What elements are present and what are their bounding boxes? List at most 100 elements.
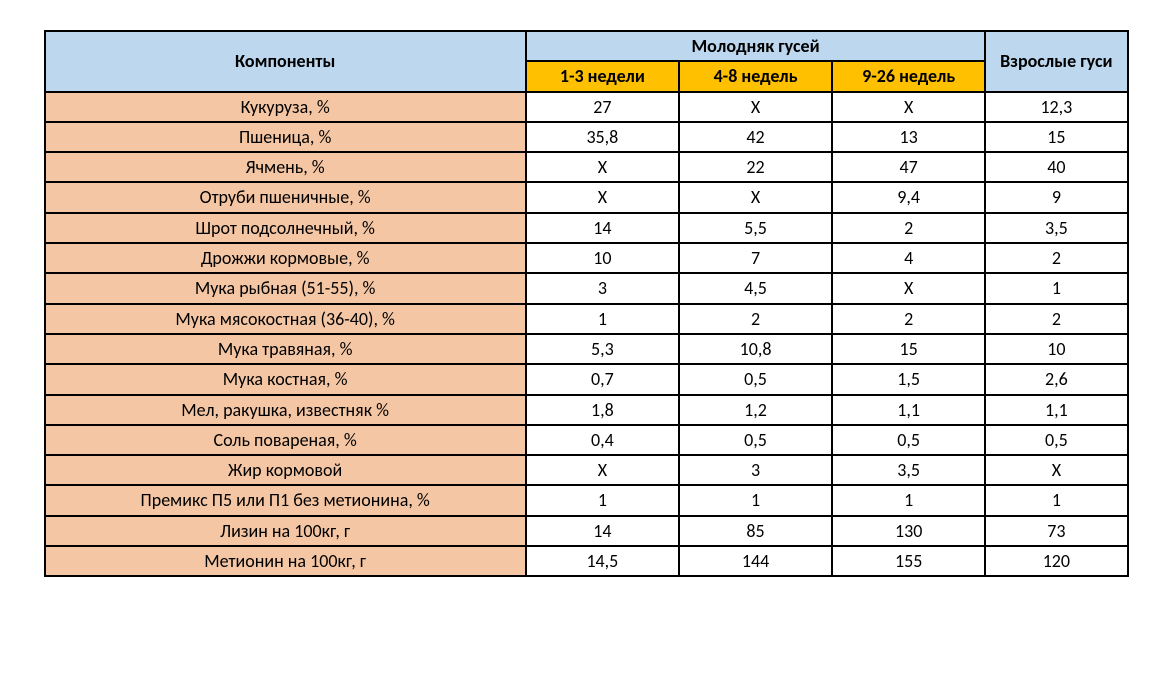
value-cell: Х — [679, 92, 832, 122]
value-cell: Х — [526, 455, 679, 485]
table-row: Ячмень, %Х224740 — [45, 152, 1128, 182]
feed-composition-table: Компоненты Молодняк гусей Взрослые гуси … — [44, 30, 1129, 577]
header-components: Компоненты — [45, 31, 526, 92]
table-row: Мел, ракушка, известняк %1,81,21,11,1 — [45, 395, 1128, 425]
table-body: Кукуруза, %27ХХ12,3Пшеница, %35,8421315Я… — [45, 92, 1128, 577]
value-cell-adult: Х — [985, 455, 1127, 485]
header-age-group-1: 4-8 недель — [679, 61, 832, 91]
value-cell-adult: 120 — [985, 546, 1127, 576]
value-cell: 10,8 — [679, 334, 832, 364]
value-cell: 1,2 — [679, 395, 832, 425]
value-cell: 1 — [832, 485, 985, 515]
table-row: Отруби пшеничные, %ХХ9,49 — [45, 182, 1128, 212]
value-cell-adult: 1 — [985, 485, 1127, 515]
header-adult-geese: Взрослые гуси — [985, 31, 1127, 92]
value-cell: 10 — [526, 243, 679, 273]
component-label: Дрожжи кормовые, % — [45, 243, 526, 273]
table-row: Дрожжи кормовые, %10742 — [45, 243, 1128, 273]
value-cell: 3 — [679, 455, 832, 485]
value-cell: 1,1 — [832, 395, 985, 425]
value-cell-adult: 2 — [985, 304, 1127, 334]
component-label: Отруби пшеничные, % — [45, 182, 526, 212]
component-label: Лизин на 100кг, г — [45, 516, 526, 546]
value-cell: 155 — [832, 546, 985, 576]
component-label: Жир кормовой — [45, 455, 526, 485]
value-cell-adult: 12,3 — [985, 92, 1127, 122]
value-cell: 1 — [526, 485, 679, 515]
value-cell: Х — [832, 273, 985, 303]
table-row: Лизин на 100кг, г148513073 — [45, 516, 1128, 546]
value-cell: 1 — [526, 304, 679, 334]
value-cell: 2 — [832, 213, 985, 243]
value-cell: 0,5 — [679, 425, 832, 455]
value-cell-adult: 3,5 — [985, 213, 1127, 243]
value-cell: 4,5 — [679, 273, 832, 303]
value-cell: 22 — [679, 152, 832, 182]
value-cell: Х — [679, 182, 832, 212]
table-row: Жир кормовойХ33,5Х — [45, 455, 1128, 485]
value-cell: 1,8 — [526, 395, 679, 425]
header-young-geese-group: Молодняк гусей — [526, 31, 985, 61]
table-row: Соль повареная, %0,40,50,50,5 — [45, 425, 1128, 455]
value-cell: 144 — [679, 546, 832, 576]
header-age-group-2: 9-26 недель — [832, 61, 985, 91]
value-cell: 13 — [832, 122, 985, 152]
value-cell: 2 — [832, 304, 985, 334]
value-cell: 9,4 — [832, 182, 985, 212]
table-row: Кукуруза, %27ХХ12,3 — [45, 92, 1128, 122]
table-row: Мука костная, %0,70,51,52,6 — [45, 364, 1128, 394]
value-cell: 1 — [679, 485, 832, 515]
value-cell: 0,4 — [526, 425, 679, 455]
value-cell-adult: 2 — [985, 243, 1127, 273]
value-cell: 7 — [679, 243, 832, 273]
value-cell: 0,7 — [526, 364, 679, 394]
value-cell-adult: 10 — [985, 334, 1127, 364]
table-row: Мука рыбная (51-55), %34,5Х1 — [45, 273, 1128, 303]
value-cell: 14,5 — [526, 546, 679, 576]
component-label: Ячмень, % — [45, 152, 526, 182]
value-cell-adult: 73 — [985, 516, 1127, 546]
component-label: Мука костная, % — [45, 364, 526, 394]
table-row: Мука травяная, %5,310,81510 — [45, 334, 1128, 364]
component-label: Кукуруза, % — [45, 92, 526, 122]
value-cell: 1,5 — [832, 364, 985, 394]
value-cell-adult: 0,5 — [985, 425, 1127, 455]
value-cell: 14 — [526, 516, 679, 546]
value-cell: 27 — [526, 92, 679, 122]
component-label: Мука травяная, % — [45, 334, 526, 364]
value-cell: 42 — [679, 122, 832, 152]
value-cell-adult: 2,6 — [985, 364, 1127, 394]
table-row: Шрот подсолнечный, %145,523,5 — [45, 213, 1128, 243]
component-label: Мел, ракушка, известняк % — [45, 395, 526, 425]
component-label: Премикс П5 или П1 без метионина, % — [45, 485, 526, 515]
value-cell: 2 — [679, 304, 832, 334]
table-row: Мука мясокостная (36-40), %1222 — [45, 304, 1128, 334]
component-label: Соль повареная, % — [45, 425, 526, 455]
value-cell: 35,8 — [526, 122, 679, 152]
value-cell: 3,5 — [832, 455, 985, 485]
value-cell: 14 — [526, 213, 679, 243]
value-cell-adult: 1,1 — [985, 395, 1127, 425]
table-row: Пшеница, %35,8421315 — [45, 122, 1128, 152]
value-cell: 3 — [526, 273, 679, 303]
value-cell: 130 — [832, 516, 985, 546]
value-cell: 85 — [679, 516, 832, 546]
table-row: Премикс П5 или П1 без метионина, %1111 — [45, 485, 1128, 515]
value-cell: 0,5 — [832, 425, 985, 455]
value-cell: 4 — [832, 243, 985, 273]
value-cell: Х — [526, 182, 679, 212]
header-age-group-0: 1-3 недели — [526, 61, 679, 91]
value-cell: Х — [832, 92, 985, 122]
component-label: Мука рыбная (51-55), % — [45, 273, 526, 303]
value-cell: 47 — [832, 152, 985, 182]
component-label: Мука мясокостная (36-40), % — [45, 304, 526, 334]
component-label: Метионин на 100кг, г — [45, 546, 526, 576]
component-label: Шрот подсолнечный, % — [45, 213, 526, 243]
value-cell: Х — [526, 152, 679, 182]
value-cell-adult: 9 — [985, 182, 1127, 212]
table-row: Метионин на 100кг, г14,5144155120 — [45, 546, 1128, 576]
value-cell-adult: 1 — [985, 273, 1127, 303]
value-cell: 5,5 — [679, 213, 832, 243]
component-label: Пшеница, % — [45, 122, 526, 152]
value-cell: 0,5 — [679, 364, 832, 394]
